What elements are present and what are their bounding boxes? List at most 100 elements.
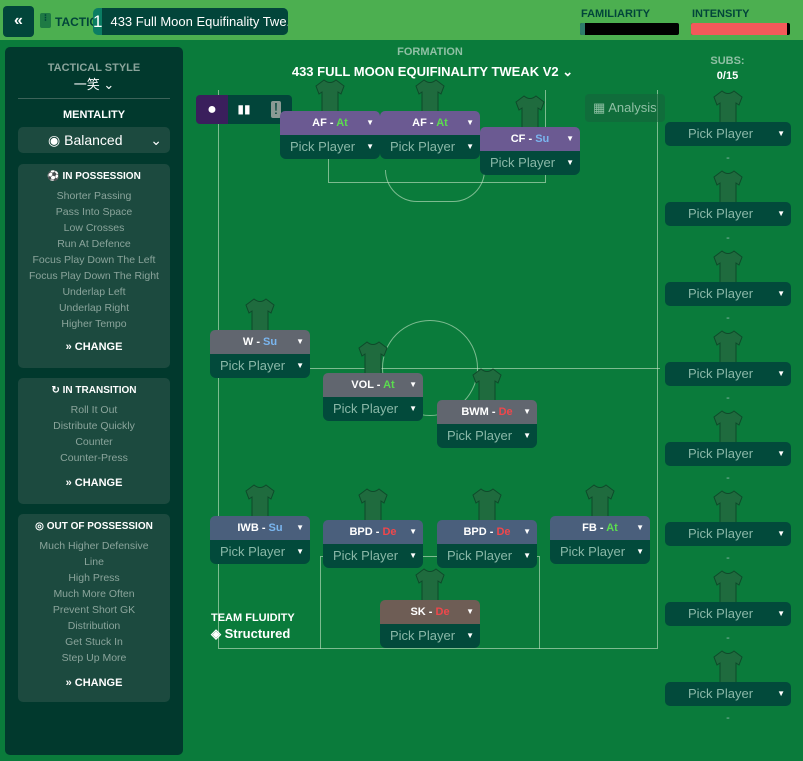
formation-label: FORMATION xyxy=(397,46,463,58)
pick-player-label: Pick Player xyxy=(490,155,556,170)
shirt-icon xyxy=(358,488,388,523)
in-transition-header: ↻ IN TRANSITION xyxy=(18,385,170,396)
pick-sub-dropdown[interactable]: Pick Player ▼ xyxy=(665,602,791,626)
role-selector[interactable]: W - Su ▼ xyxy=(210,330,310,354)
pick-player-dropdown[interactable]: Pick Player ▼ xyxy=(437,544,537,568)
role-selector[interactable]: SK - De ▼ xyxy=(380,600,480,624)
analysis-button[interactable]: ▦ Analysis xyxy=(585,94,665,122)
intensity-bar[interactable] xyxy=(691,23,790,35)
tactic-selector[interactable]: 1 433 Full Moon Equifinality Twe... ⌄ + xyxy=(93,8,288,35)
pick-player-dropdown[interactable]: Pick Player ▼ xyxy=(210,354,310,378)
caret-down-icon: ▼ xyxy=(366,142,374,151)
sub-placeholder: - xyxy=(726,552,730,564)
role-selector[interactable]: CF - Su ▼ xyxy=(480,127,580,151)
pick-sub-dropdown[interactable]: Pick Player ▼ xyxy=(665,202,791,226)
pick-player-dropdown[interactable]: Pick Player ▼ xyxy=(280,135,380,159)
formation-dropdown[interactable]: 433 FULL MOON EQUIFINALITY TWEAK V2 ⌄ xyxy=(280,64,585,80)
shield-icon: ◎ xyxy=(35,521,44,532)
pick-sub-dropdown[interactable]: Pick Player ▼ xyxy=(665,442,791,466)
pick-player-dropdown[interactable]: Pick Player ▼ xyxy=(480,151,580,175)
subs-label: SUBS: xyxy=(710,55,745,67)
role-name: CF xyxy=(510,133,526,145)
role-selector[interactable]: BPD - De ▼ xyxy=(323,520,423,544)
role-name: W xyxy=(242,336,254,348)
in-possession-panel: ⚽ IN POSSESSION Shorter Passing Pass Into… xyxy=(18,164,170,368)
shirt-icon xyxy=(713,90,743,125)
instruction-item: Run At Defence xyxy=(57,238,131,250)
role-selector[interactable]: AF - At ▼ xyxy=(280,111,380,135)
tactic-name-dropdown[interactable]: 433 Full Moon Equifinality Twe... ⌄ xyxy=(102,8,288,35)
grid-icon: ▦ xyxy=(593,100,606,115)
role-selector[interactable]: VOL - At ▼ xyxy=(323,373,423,397)
diamond-icon: ◈ xyxy=(211,626,221,641)
pick-player-dropdown[interactable]: Pick Player ▼ xyxy=(380,135,480,159)
tactical-style-dropdown[interactable]: 一笑 ⌄ xyxy=(5,74,183,93)
caret-down-icon: ▼ xyxy=(566,134,574,143)
pick-player-label: Pick Player xyxy=(220,358,286,373)
stats-view-button[interactable]: ▮▮ xyxy=(228,95,260,124)
caret-down-icon: ▼ xyxy=(366,118,374,127)
pick-player-dropdown[interactable]: Pick Player ▼ xyxy=(550,540,650,564)
pick-player-dropdown[interactable]: Pick Player ▼ xyxy=(323,397,423,421)
intensity-fill xyxy=(691,23,788,35)
caret-down-icon: ▼ xyxy=(523,431,531,440)
change-button[interactable]: » CHANGE xyxy=(65,677,123,689)
duty: Su xyxy=(268,522,283,534)
tactical-style-value: 一笑 xyxy=(73,77,100,92)
change-button[interactable]: » CHANGE xyxy=(65,341,123,353)
bar-chart-icon: ▮▮ xyxy=(237,102,251,116)
caret-down-icon: ▼ xyxy=(777,689,785,698)
duty: Su xyxy=(535,133,550,145)
instruction-item: Roll It Out xyxy=(70,404,118,416)
role-name: BPD xyxy=(349,526,373,538)
pick-player-label: Pick Player xyxy=(688,206,754,221)
pick-sub-dropdown[interactable]: Pick Player ▼ xyxy=(665,522,791,546)
ball-icon: ⚽ xyxy=(47,171,60,182)
role-selector[interactable]: IWB - Su ▼ xyxy=(210,516,310,540)
pick-sub-dropdown[interactable]: Pick Player ▼ xyxy=(665,362,791,386)
pick-player-label: Pick Player xyxy=(688,526,754,541)
pick-sub-dropdown[interactable]: Pick Player ▼ xyxy=(665,282,791,306)
sub-placeholder: - xyxy=(726,712,730,724)
pick-sub-dropdown[interactable]: Pick Player ▼ xyxy=(665,122,791,146)
pick-sub-dropdown[interactable]: Pick Player ▼ xyxy=(665,682,791,706)
mentality-dropdown[interactable]: ◉ Balanced ⌄ xyxy=(18,127,170,153)
duty: De xyxy=(498,406,513,418)
pick-player-label: Pick Player xyxy=(688,686,754,701)
caret-down-icon: ▼ xyxy=(636,547,644,556)
player-view-button[interactable]: ● xyxy=(196,95,228,124)
top-bar: « ⁝ TACTICS 1 433 Full Moon Equifinality… xyxy=(0,0,803,40)
instruction-item: Pass Into Space xyxy=(55,206,133,218)
role-selector[interactable]: FB - At ▼ xyxy=(550,516,650,540)
in-possession-title: IN POSSESSION xyxy=(62,171,141,182)
pick-player-dropdown[interactable]: Pick Player ▼ xyxy=(210,540,310,564)
pick-player-dropdown[interactable]: Pick Player ▼ xyxy=(437,424,537,448)
back-button[interactable]: « xyxy=(3,6,34,37)
change-button[interactable]: » CHANGE xyxy=(65,477,123,489)
instruction-item: Focus Play Down The Left xyxy=(32,254,156,266)
sub-slot: Pick Player ▼ - xyxy=(665,250,791,324)
instruction-item: Low Crosses xyxy=(63,222,125,234)
duty: At xyxy=(336,117,348,129)
view-toggle: ● ▮▮ ! xyxy=(196,95,292,124)
change-label: CHANGE xyxy=(74,477,123,489)
role-selector[interactable]: BPD - De ▼ xyxy=(437,520,537,544)
pick-player-label: Pick Player xyxy=(220,544,286,559)
sub-slot: Pick Player ▼ - xyxy=(665,410,791,484)
pick-player-dropdown[interactable]: Pick Player ▼ xyxy=(380,624,480,648)
role-selector[interactable]: BWM - De ▼ xyxy=(437,400,537,424)
shirt-icon xyxy=(415,79,445,114)
shirt-icon xyxy=(713,250,743,285)
shirt-icon xyxy=(713,170,743,205)
sub-slot: Pick Player ▼ - xyxy=(665,570,791,644)
pick-player-dropdown[interactable]: Pick Player ▼ xyxy=(323,544,423,568)
role-selector[interactable]: AF - At ▼ xyxy=(380,111,480,135)
tactic-slot-number[interactable]: 1 xyxy=(93,12,103,31)
position-slot: FB - At ▼ Pick Player ▼ xyxy=(550,484,650,564)
team-fluidity-value[interactable]: ◈ Structured xyxy=(211,626,295,642)
position-slot: BPD - De ▼ Pick Player ▼ xyxy=(437,488,537,568)
out-of-possession-title: OUT OF POSSESSION xyxy=(46,521,153,532)
familiarity-bar[interactable] xyxy=(580,23,679,35)
sub-placeholder: - xyxy=(726,392,730,404)
shirt-icon xyxy=(585,484,615,519)
